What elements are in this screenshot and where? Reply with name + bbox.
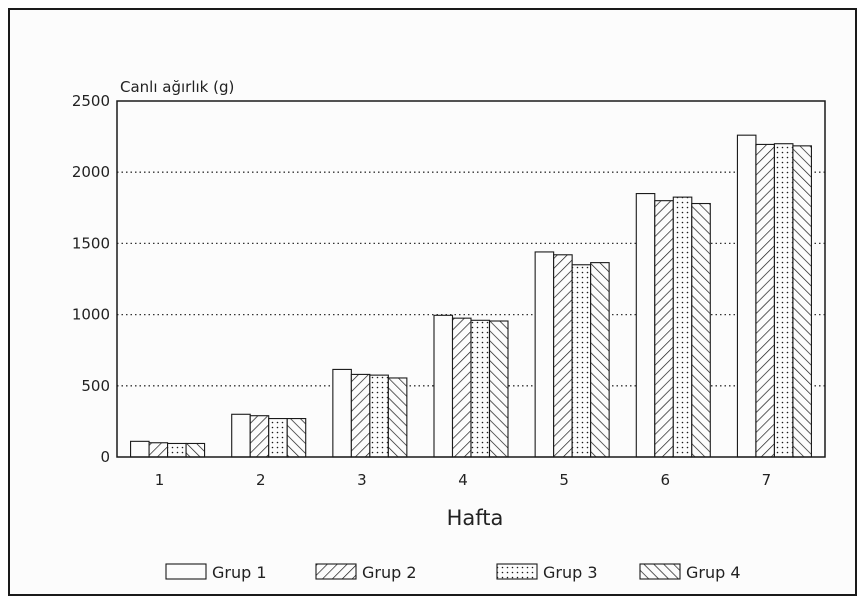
y-tick-label: 1500 — [72, 234, 110, 252]
bar — [286, 418, 307, 458]
bar — [534, 251, 555, 458]
x-tick-label: 6 — [661, 471, 671, 489]
bar — [148, 442, 169, 458]
bar — [672, 196, 693, 458]
y-axis-ticks: 0 500 1000 1500 2000 2500 — [72, 92, 110, 466]
bar — [451, 317, 472, 458]
bar — [268, 418, 288, 458]
x-tick-label: 4 — [458, 471, 468, 489]
bar — [332, 368, 352, 458]
legend-swatch — [496, 563, 538, 580]
legend-label: Grup 1 — [212, 563, 267, 582]
bar — [249, 415, 270, 458]
bar — [590, 262, 610, 458]
bar — [350, 373, 371, 458]
bar — [185, 442, 206, 458]
x-tick-label: 1 — [155, 471, 165, 489]
bar — [553, 254, 573, 458]
y-tick-label: 0 — [100, 448, 110, 466]
bar — [387, 377, 408, 458]
legend-label: Grup 2 — [362, 563, 417, 582]
legend-label: Grup 3 — [543, 563, 598, 582]
bar — [654, 200, 674, 458]
y-axis-title: Canlı ağırlık (g) — [120, 78, 234, 96]
y-tick-label: 2000 — [72, 163, 110, 181]
bar — [571, 264, 592, 458]
x-axis-ticks: 1 2 3 4 5 6 7 — [155, 471, 771, 489]
bar — [635, 193, 656, 458]
bar — [691, 202, 711, 458]
bar — [470, 319, 491, 458]
x-axis-title: Hafta — [447, 506, 504, 530]
x-tick-label: 2 — [256, 471, 266, 489]
x-tick-label: 7 — [762, 471, 772, 489]
bar — [736, 134, 757, 458]
legend-swatch — [315, 563, 357, 580]
legend-label: Grup 4 — [686, 563, 741, 582]
bars — [130, 134, 812, 458]
x-tick-label: 3 — [357, 471, 367, 489]
bar — [167, 442, 187, 458]
y-tick-label: 2500 — [72, 92, 110, 110]
y-tick-label: 500 — [81, 377, 110, 395]
x-tick-label: 5 — [559, 471, 569, 489]
legend-swatch — [165, 563, 207, 580]
bar — [369, 374, 389, 458]
bar — [130, 440, 150, 458]
y-tick-label: 1000 — [72, 306, 110, 324]
chart-frame — [8, 8, 857, 596]
bar — [773, 143, 794, 458]
bar — [231, 413, 251, 458]
bar — [488, 320, 509, 458]
bar — [433, 314, 454, 458]
legend-swatch — [639, 563, 681, 580]
legend: Grup 1 Grup 2 Grup 3 Grup 4 — [165, 563, 741, 582]
bar — [792, 145, 812, 458]
plot-area-border — [116, 100, 826, 458]
bar — [755, 143, 775, 458]
